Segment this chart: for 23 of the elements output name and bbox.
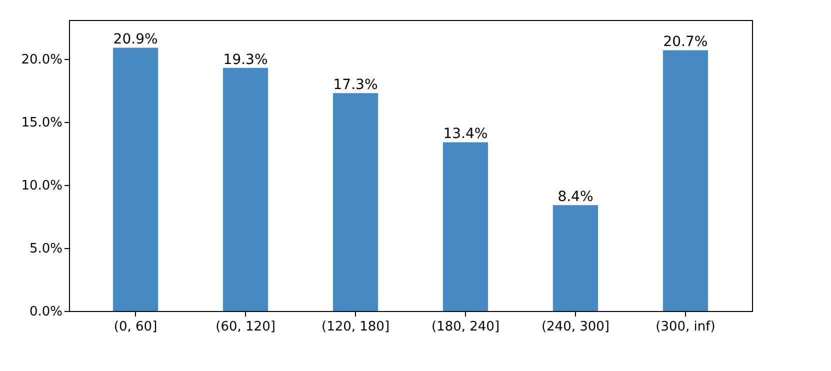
bar — [552, 205, 598, 311]
data-label: 20.9% — [113, 32, 158, 48]
x-tick-label: (180, 240] — [431, 320, 500, 334]
x-tick-label: (300, inf) — [656, 320, 716, 334]
bar — [662, 50, 708, 311]
y-tick-label: 15.0% — [21, 116, 62, 131]
y-tick-label: 5.0% — [29, 242, 62, 257]
bar — [332, 93, 378, 311]
data-label: 17.3% — [333, 77, 378, 94]
data-label: 8.4% — [558, 189, 594, 206]
x-tick-label: (120, 180] — [321, 320, 390, 334]
x-tick-label: (240, 300] — [541, 320, 610, 334]
x-tick-label: (60, 120] — [216, 320, 276, 334]
data-label: 20.7% — [663, 34, 708, 50]
y-tick-label: 0.0% — [29, 304, 62, 320]
bar — [442, 142, 488, 311]
bar — [112, 48, 158, 311]
data-label: 13.4% — [443, 126, 488, 142]
bar — [222, 68, 268, 311]
y-tick-label: 10.0% — [21, 178, 62, 194]
data-label: 19.3% — [223, 52, 268, 68]
y-tick-label: 20.0% — [21, 52, 62, 68]
x-tick-label: (0, 60] — [114, 320, 158, 334]
